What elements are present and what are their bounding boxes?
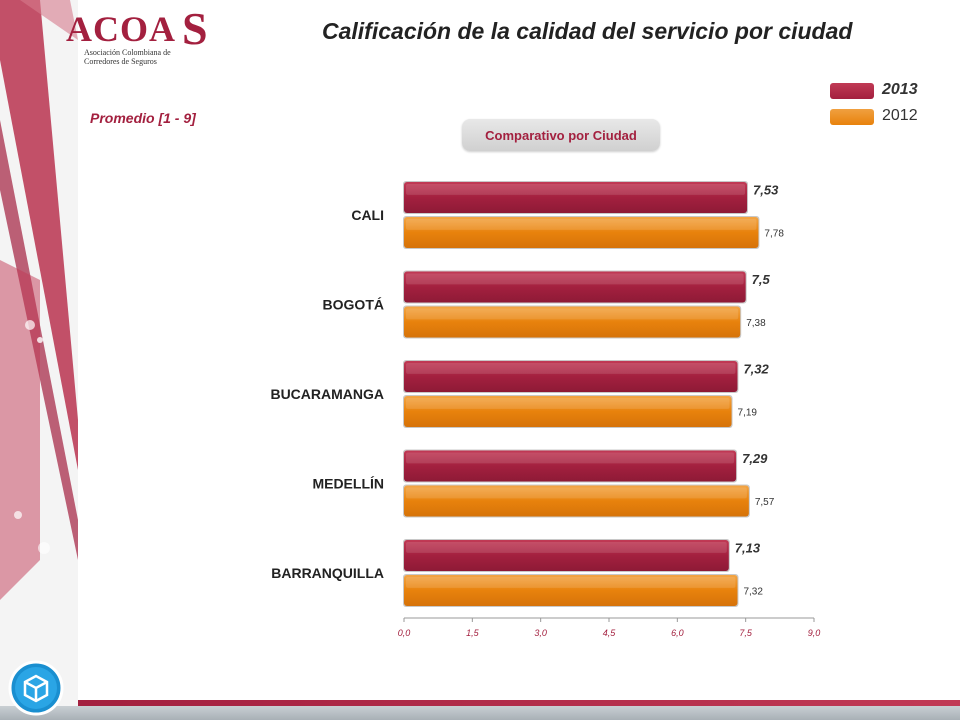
data-label-2012-barranquilla: 7,32	[743, 587, 763, 598]
x-tick-label-0: 0,0	[398, 628, 411, 638]
x-tick-label-5: 7,5	[739, 628, 753, 638]
scale-subtitle: Promedio [1 - 9]	[90, 110, 196, 126]
section-label: Comparativo por Ciudad	[485, 128, 637, 143]
bar-highlight-2013-medellin	[406, 452, 735, 464]
category-label-barranquilla: BARRANQUILLA	[271, 565, 384, 581]
logo-subtitle: Asociación Colombiana de Corredores de S…	[84, 48, 224, 66]
data-label-2012-medellin: 7,57	[755, 497, 775, 508]
logo-sub-line2: Corredores de Seguros	[84, 57, 157, 66]
bar-2013-bogota	[404, 271, 746, 303]
bottom-stripe	[78, 700, 960, 706]
bar-highlight-2013-barranquilla	[406, 542, 727, 553]
bar-2012-bogota	[404, 306, 741, 338]
bar-2013-cali	[404, 182, 748, 213]
data-label-2012-cali: 7,78	[764, 229, 784, 240]
legend-swatch-2012	[830, 109, 874, 125]
bar-highlight-2012-barranquilla	[406, 577, 736, 588]
left-decoration	[0, 0, 78, 720]
bar-2013-barranquilla	[404, 540, 729, 571]
x-tick-label-1: 1,5	[466, 628, 480, 638]
data-label-2013-bogota: 7,5	[752, 272, 771, 287]
bar-2013-bucaramanga	[404, 361, 738, 392]
bar-2012-medellin	[404, 485, 749, 517]
data-label-2013-bucaramanga: 7,32	[743, 362, 769, 377]
bar-2012-cali	[404, 217, 759, 248]
x-tick-label-2: 3,0	[534, 628, 547, 638]
logo-wordmark: ACOA	[66, 9, 176, 49]
data-label-2012-bucaramanga: 7,19	[738, 408, 758, 419]
box-badge-icon[interactable]	[8, 660, 64, 716]
bar-highlight-2012-bucaramanga	[406, 398, 730, 409]
data-label-2013-cali: 7,53	[753, 183, 779, 198]
category-label-cali: CALI	[351, 207, 384, 223]
legend-label-2012: 2012	[882, 107, 918, 124]
x-tick-label-3: 4,5	[603, 628, 617, 638]
bar-2013-medellin	[404, 450, 737, 482]
data-label-2012-bogota: 7,38	[746, 318, 766, 329]
bottom-bar	[0, 706, 960, 720]
bar-highlight-2013-bucaramanga	[406, 363, 736, 374]
data-label-2013-medellin: 7,29	[742, 451, 768, 466]
data-label-2013-barranquilla: 7,13	[735, 541, 761, 556]
logo-sub-line1: Asociación Colombiana de	[84, 48, 171, 57]
x-tick-label-4: 6,0	[671, 628, 684, 638]
section-pill: Comparativo por Ciudad	[462, 119, 660, 151]
category-label-bogota: BOGOTÁ	[323, 297, 384, 313]
legend-swatch-2013	[830, 83, 874, 99]
bar-highlight-2012-medellin	[406, 487, 747, 499]
legend-label-2013: 2013	[882, 81, 918, 98]
bar-highlight-2013-cali	[406, 184, 746, 195]
category-label-bucaramanga: BUCARAMANGA	[270, 386, 384, 402]
bar-highlight-2013-bogota	[406, 273, 744, 285]
bar-2012-barranquilla	[404, 575, 738, 606]
bar-highlight-2012-bogota	[406, 308, 739, 320]
page-title: Calificación de la calidad del servicio …	[322, 18, 853, 44]
logo: ACOA S Asociación Colombiana de Corredor…	[62, 3, 224, 70]
logo-big-letter: S	[182, 3, 208, 54]
category-label-medellin: MEDELLÍN	[312, 476, 384, 492]
bar-highlight-2012-cali	[406, 219, 757, 230]
bar-2012-bucaramanga	[404, 396, 732, 427]
x-tick-label-6: 9,0	[808, 628, 821, 638]
